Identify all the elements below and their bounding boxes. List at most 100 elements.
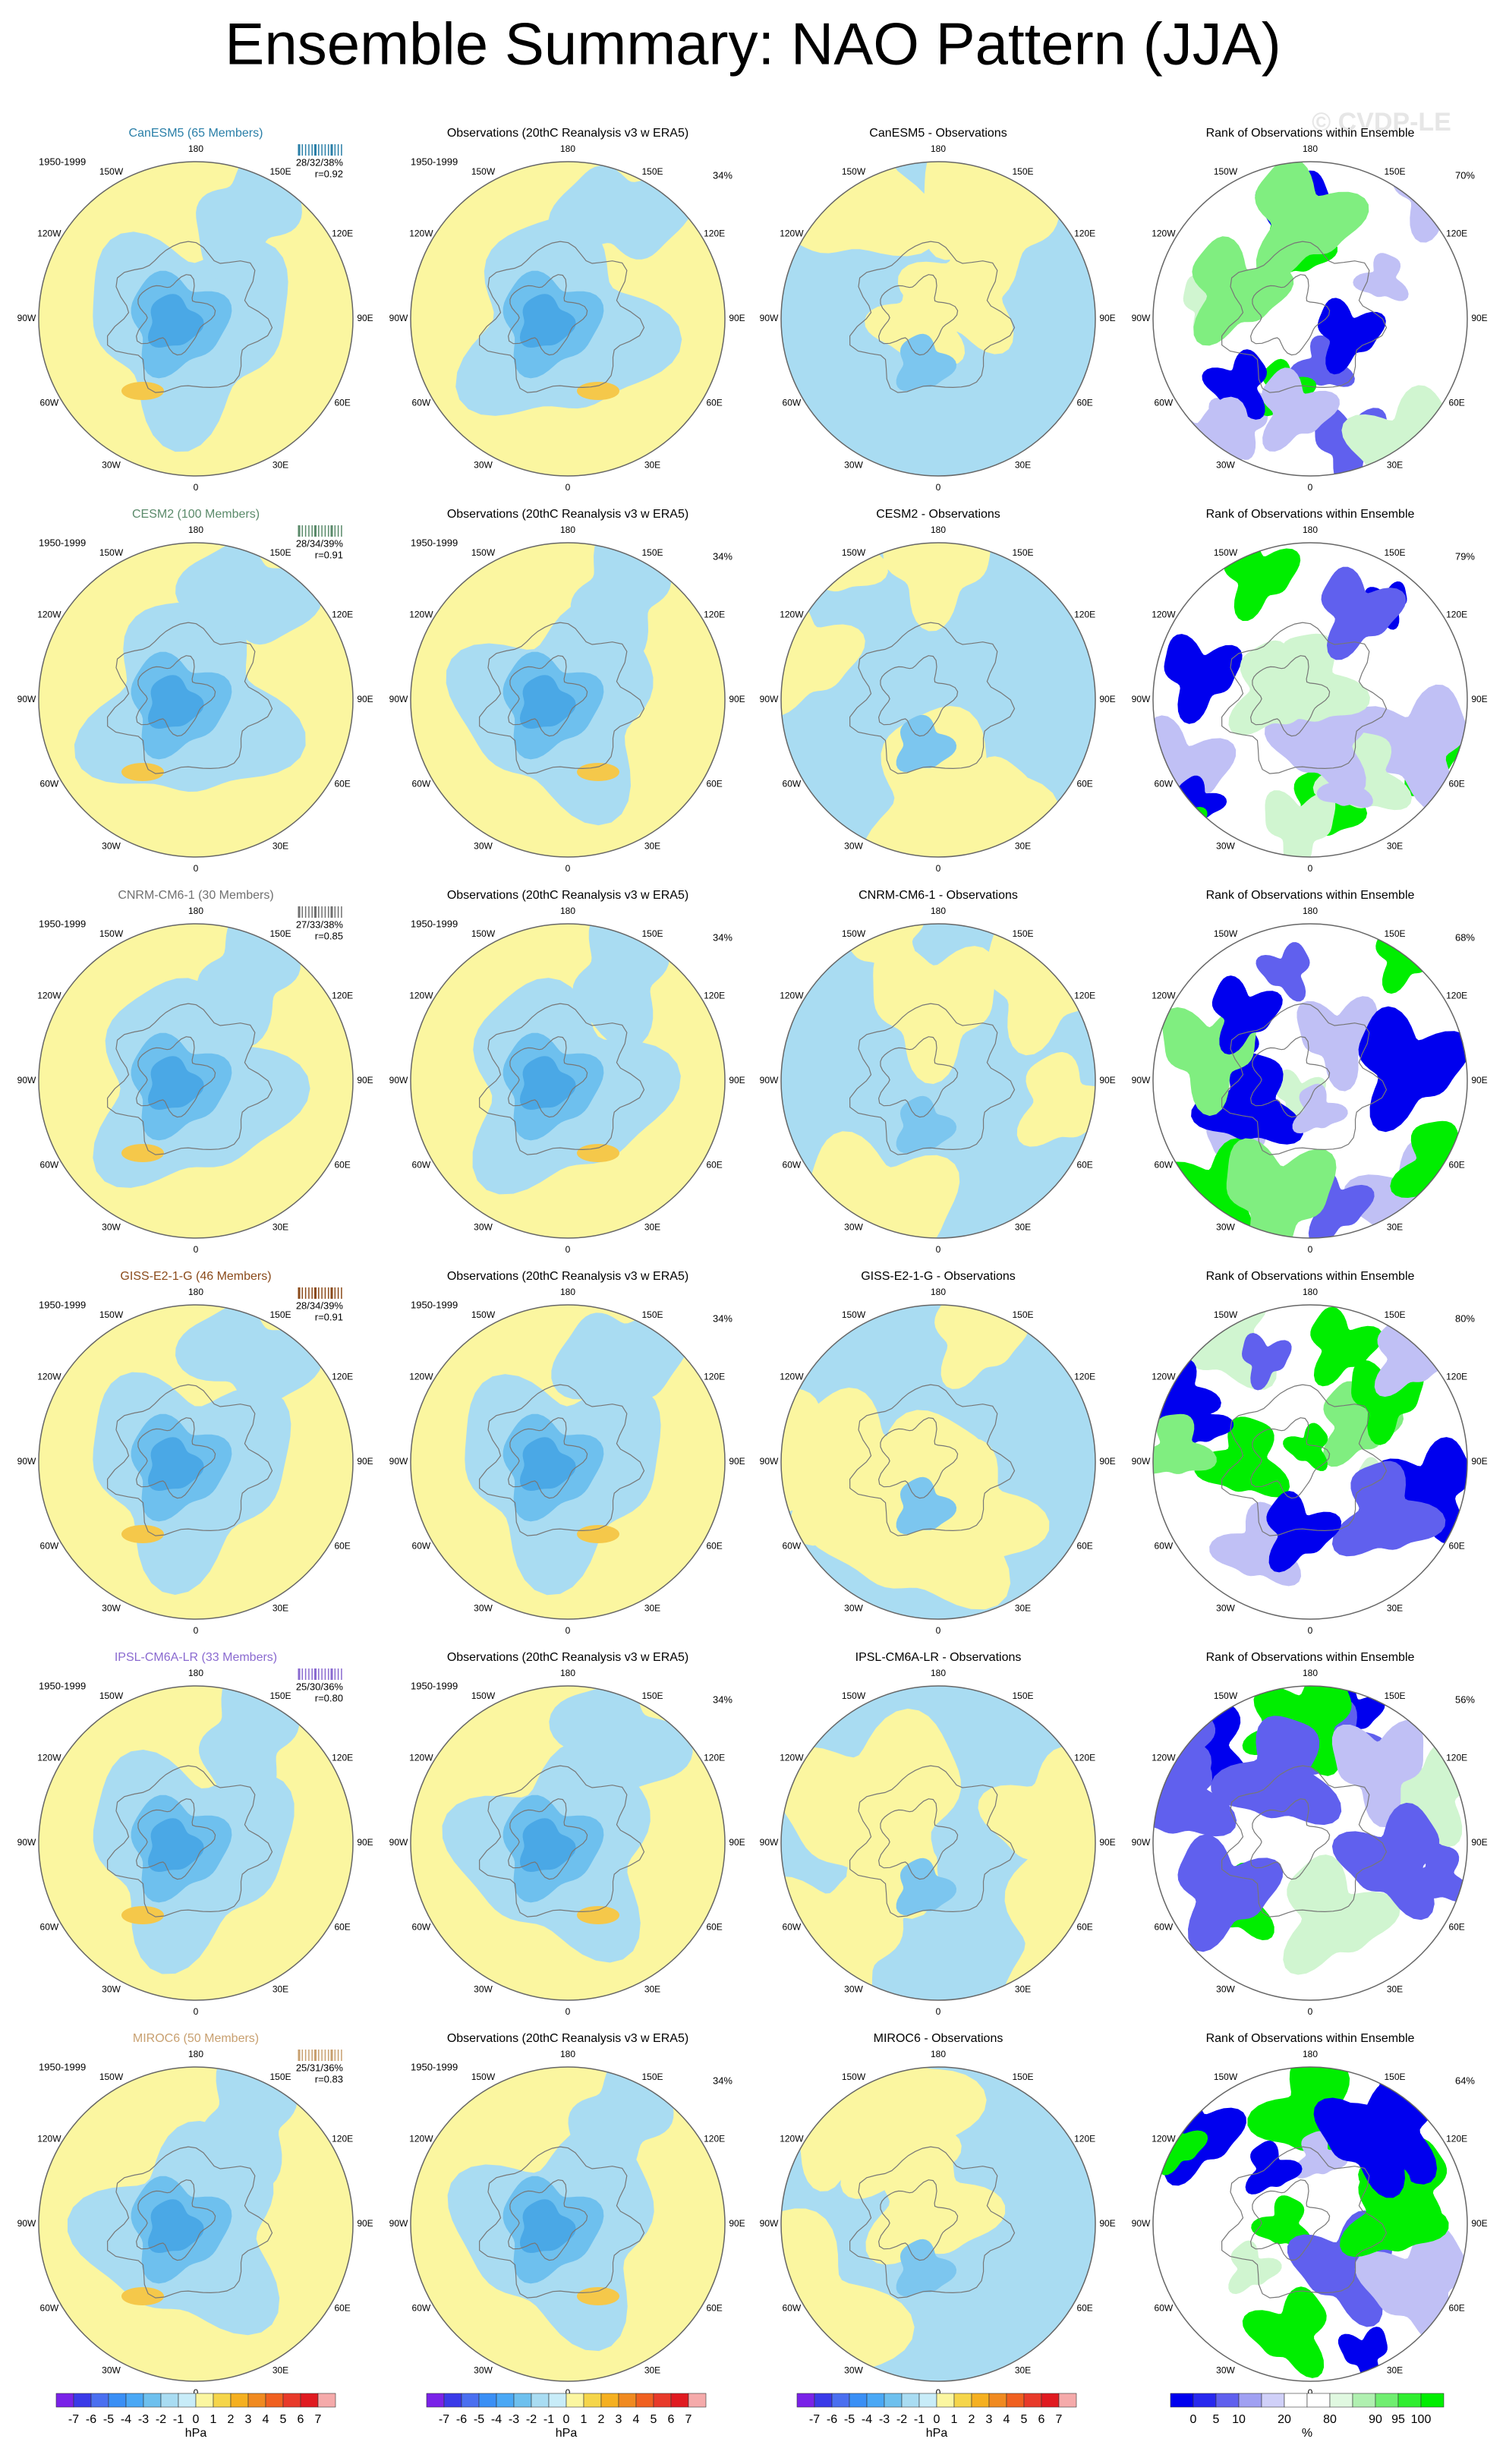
coastline xyxy=(877,1417,959,1499)
rank-title: Rank of Observations within Ensemble xyxy=(1206,889,1415,902)
map xyxy=(411,924,725,1238)
longitude-label: 150W xyxy=(1214,2072,1238,2082)
longitude-label: 60E xyxy=(334,2303,350,2314)
longitude-label: 180 xyxy=(931,525,946,535)
longitude-label: 150W xyxy=(471,1309,496,1320)
obs-period: 1950-1999 xyxy=(411,918,458,929)
colorbar-box xyxy=(1352,2393,1376,2408)
longitude-label: 30E xyxy=(644,1602,660,1613)
rank-patch xyxy=(1245,2141,1303,2195)
coastline xyxy=(1221,622,1388,774)
longitude-label: 30E xyxy=(1387,840,1403,851)
longitude-label: 90E xyxy=(729,1837,745,1848)
positive-area xyxy=(810,2067,987,2179)
longitude-label: 90W xyxy=(389,1837,408,1848)
longitude-label: 180 xyxy=(1303,143,1318,154)
longitude-label: 60E xyxy=(334,779,350,789)
longitude-label: 0 xyxy=(566,2387,571,2398)
longitude-label: 60W xyxy=(1155,779,1174,789)
longitude-label: 150E xyxy=(269,166,291,177)
longitude-label: 150W xyxy=(99,1309,124,1320)
rank-percent: 68% xyxy=(1455,931,1475,943)
positive-area xyxy=(781,543,888,592)
longitude-label: 60W xyxy=(1155,2303,1174,2314)
longitude-label: 30E xyxy=(273,459,288,470)
longitude-label: 30E xyxy=(273,1221,288,1232)
rank-patch xyxy=(1322,1381,1404,1467)
rank-percent: 56% xyxy=(1455,1694,1475,1705)
colorbar-label: -1 xyxy=(173,2413,184,2426)
coastline xyxy=(507,1417,588,1499)
negative-core xyxy=(147,1437,204,1491)
map-border xyxy=(1152,161,1468,477)
rank-patch xyxy=(1318,298,1386,375)
longitude-label: 150W xyxy=(842,1690,866,1701)
longitude-label: 30E xyxy=(644,840,660,851)
rank-patch xyxy=(1255,162,1369,281)
positive-core xyxy=(577,1525,619,1543)
longitude-label: 120E xyxy=(1446,228,1467,239)
rank-title: Rank of Observations within Ensemble xyxy=(1206,508,1415,521)
model-title: MIROC6 (50 Members) xyxy=(133,2032,259,2045)
coastline xyxy=(135,274,216,356)
longitude-label: 180 xyxy=(188,1668,203,1678)
obs-title: Observations (20thC Reanalysis v3 w ERA5… xyxy=(447,1270,688,1283)
longitude-label: 60E xyxy=(334,1160,350,1171)
map-border xyxy=(780,2066,1096,2382)
colorbar-label: 5 xyxy=(1021,2413,1028,2426)
longitude-label: 180 xyxy=(560,1287,575,1297)
colorbar-label: 3 xyxy=(616,2413,622,2426)
rank-patch xyxy=(1296,996,1378,1092)
coastline xyxy=(135,1417,216,1499)
longitude-label: 30E xyxy=(1015,2365,1031,2375)
map-border xyxy=(780,1685,1096,2001)
coastline xyxy=(478,622,645,774)
map-border xyxy=(410,1304,726,1620)
colorbar-box xyxy=(55,2393,74,2408)
longitude-label: 30E xyxy=(1015,840,1031,851)
positive-core xyxy=(121,1144,164,1162)
longitude-label: 60W xyxy=(783,2303,802,2314)
map-border xyxy=(1152,2066,1468,2382)
longitude-label: 120E xyxy=(1074,228,1095,239)
diff-title: CanESM5 - Observations xyxy=(869,127,1007,140)
obs-percent: 34% xyxy=(713,550,733,562)
longitude-label: 150E xyxy=(1384,547,1405,558)
longitude-label: 90W xyxy=(389,2218,408,2229)
colorbar-label: -5 xyxy=(474,2413,484,2426)
longitude-label: 90W xyxy=(389,313,408,323)
longitude-label: 150E xyxy=(1384,2072,1405,2082)
longitude-label: 60E xyxy=(1448,2303,1464,2314)
map xyxy=(39,162,353,476)
colorbar-box xyxy=(1058,2393,1077,2408)
longitude-label: 120E xyxy=(332,610,353,620)
longitude-label: 150W xyxy=(1214,166,1238,177)
longitude-label: 60E xyxy=(334,398,350,408)
colorbar-label: 100 xyxy=(1411,2413,1432,2426)
rank-patch xyxy=(1251,2195,1312,2250)
colorbar-label: -4 xyxy=(862,2413,872,2426)
longitude-label: 90W xyxy=(1132,313,1151,323)
diff-title: MIROC6 - Observations xyxy=(874,2032,1003,2045)
longitude-label: 90W xyxy=(389,1075,408,1085)
coastline xyxy=(1221,2146,1388,2299)
colorbar-label: -3 xyxy=(509,2413,519,2426)
longitude-label: 60W xyxy=(783,1541,802,1552)
negative-core xyxy=(519,294,576,348)
map-border xyxy=(410,542,726,858)
rank-patch xyxy=(1331,1802,1440,1920)
longitude-label: 60E xyxy=(706,1160,722,1171)
rank-patch xyxy=(1375,1437,1467,1545)
longitude-label: 60W xyxy=(783,398,802,408)
longitude-label: 120W xyxy=(1152,2134,1176,2144)
longitude-label: 30E xyxy=(1015,1602,1031,1613)
negative-area xyxy=(549,1686,693,1790)
longitude-label: 180 xyxy=(931,906,946,916)
longitude-label: 30E xyxy=(273,1602,288,1613)
longitude-label: 90E xyxy=(1099,313,1115,323)
longitude-label: 120W xyxy=(1152,228,1176,239)
positive-core xyxy=(577,763,619,781)
longitude-label: 0 xyxy=(194,482,199,493)
colorbar-label: 1 xyxy=(210,2413,217,2426)
